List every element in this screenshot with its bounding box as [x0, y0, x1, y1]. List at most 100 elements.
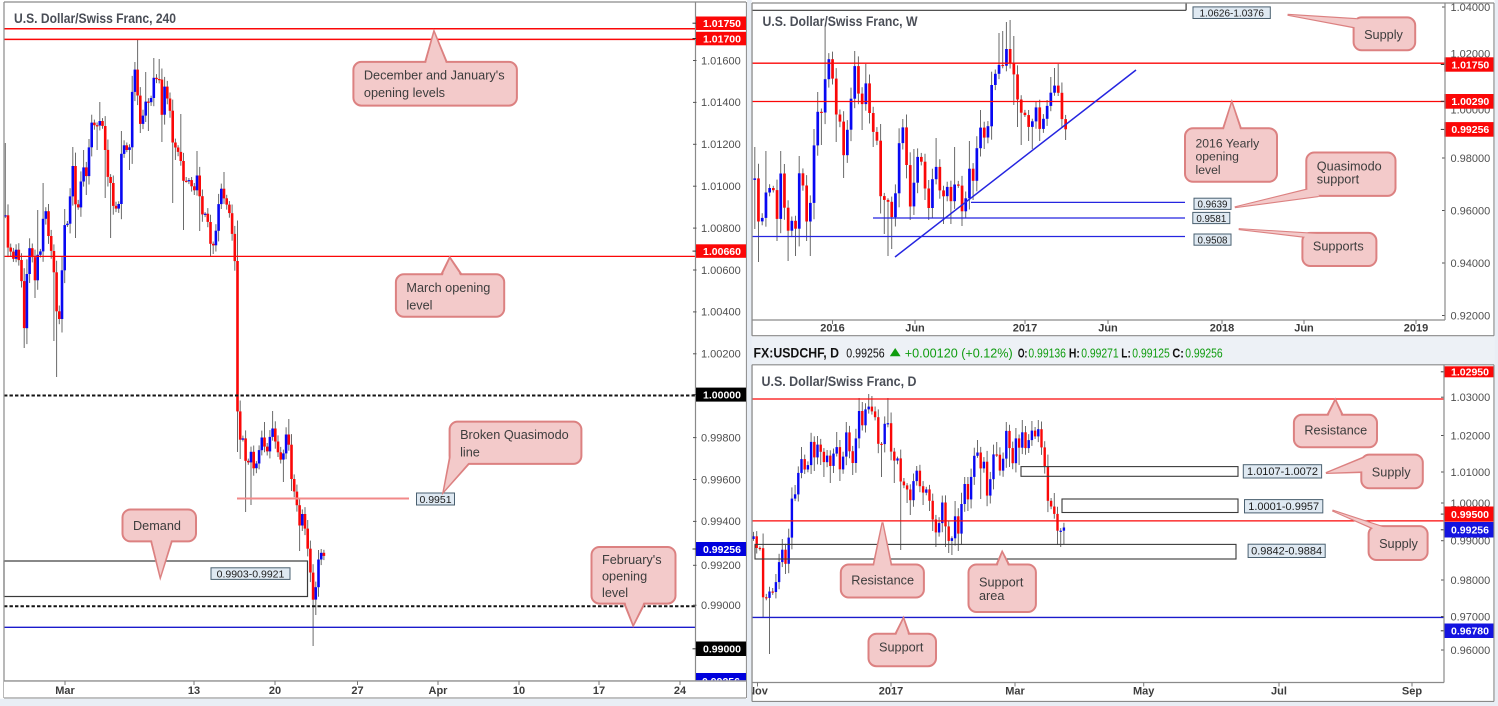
svg-text:Mar: Mar	[1005, 686, 1025, 698]
svg-text:0.96000: 0.96000	[1451, 645, 1491, 657]
svg-text:1.01750: 1.01750	[703, 18, 741, 30]
svg-text:0.97000: 0.97000	[1451, 611, 1491, 623]
svg-text:H:: H:	[1069, 347, 1080, 361]
svg-text:Supply: Supply	[1372, 466, 1411, 480]
svg-text:0.99256: 0.99256	[703, 544, 741, 556]
svg-text:2017: 2017	[879, 686, 903, 698]
svg-text:0.96780: 0.96780	[1451, 626, 1489, 638]
svg-text:May: May	[1133, 686, 1155, 698]
svg-text:1.02000: 1.02000	[1451, 430, 1491, 442]
svg-text:0.96000: 0.96000	[1451, 205, 1491, 217]
svg-text:2016 Yearly: 2016 Yearly	[1196, 137, 1261, 151]
svg-text:0.99800: 0.99800	[701, 432, 741, 444]
svg-text:0.99256: 0.99256	[1451, 124, 1489, 136]
svg-text:0.99000: 0.99000	[703, 644, 741, 656]
svg-text:1.03000: 1.03000	[1451, 392, 1491, 404]
svg-text:Sep: Sep	[1402, 686, 1422, 698]
svg-text:2018: 2018	[1210, 323, 1234, 335]
svg-text:0.9581: 0.9581	[1196, 214, 1226, 225]
svg-text:2017: 2017	[1013, 323, 1037, 335]
svg-text:FX:USDCHF, D: FX:USDCHF, D	[754, 345, 840, 361]
svg-text:1.01000: 1.01000	[701, 181, 741, 193]
svg-text:0.99200: 0.99200	[701, 560, 741, 572]
svg-text:opening levels: opening levels	[364, 86, 445, 100]
svg-text:L:: L:	[1121, 347, 1131, 361]
svg-text:0.99256: 0.99256	[1185, 347, 1223, 361]
svg-text:1.00600: 1.00600	[701, 265, 741, 277]
svg-text:1.01400: 1.01400	[701, 97, 741, 109]
svg-text:Mar: Mar	[55, 685, 75, 697]
svg-text:Resistance: Resistance	[1304, 424, 1367, 438]
svg-text:Support: Support	[979, 576, 1024, 590]
svg-text:1.0107-1.0072: 1.0107-1.0072	[1247, 466, 1318, 478]
svg-text:2019: 2019	[1404, 323, 1428, 335]
svg-text:Jun: Jun	[1098, 323, 1118, 335]
svg-text:0.99400: 0.99400	[701, 516, 741, 528]
svg-text:1.00000: 1.00000	[703, 389, 741, 401]
svg-text:U.S. Dollar/Swiss Franc, 240: U.S. Dollar/Swiss Franc, 240	[14, 10, 176, 26]
svg-text:level: level	[406, 298, 432, 312]
svg-text:Broken Quasimodo: Broken Quasimodo	[460, 428, 569, 442]
svg-text:1.0626-1.0376: 1.0626-1.0376	[1199, 9, 1264, 20]
svg-text:0.98000: 0.98000	[1451, 153, 1491, 165]
svg-text:1.01750: 1.01750	[1451, 59, 1489, 71]
svg-text:1.01600: 1.01600	[701, 55, 741, 67]
svg-text:Jun: Jun	[905, 323, 925, 335]
svg-text:O:: O:	[1018, 347, 1028, 361]
svg-text:0.99136: 0.99136	[1028, 347, 1066, 361]
svg-text:13: 13	[188, 685, 200, 697]
svg-text:Demand: Demand	[133, 519, 181, 533]
svg-text:1.04000: 1.04000	[1451, 2, 1491, 14]
svg-text:line: line	[460, 446, 480, 460]
svg-text:support: support	[1317, 173, 1360, 187]
svg-text:1.00290: 1.00290	[1451, 96, 1489, 108]
svg-text:10: 10	[513, 685, 525, 697]
svg-text:Support: Support	[879, 641, 924, 655]
svg-text:0.99125: 0.99125	[1132, 347, 1170, 361]
svg-text:opening: opening	[1196, 150, 1239, 164]
svg-text:level: level	[1196, 163, 1221, 177]
svg-text:U.S. Dollar/Swiss Franc, D: U.S. Dollar/Swiss Franc, D	[762, 373, 917, 389]
svg-text:Quasimodo: Quasimodo	[1317, 160, 1382, 174]
svg-text:24: 24	[674, 685, 687, 697]
svg-text:0.9508: 0.9508	[1198, 235, 1229, 246]
svg-text:C:: C:	[1172, 347, 1184, 361]
svg-text:level: level	[602, 586, 628, 600]
svg-text:0.99500: 0.99500	[1451, 509, 1489, 521]
svg-text:0.9951: 0.9951	[419, 494, 451, 506]
svg-text:December and January's: December and January's	[364, 68, 505, 82]
svg-text:2016: 2016	[820, 323, 844, 335]
svg-text:Resistance: Resistance	[851, 573, 914, 587]
svg-text:0.99271: 0.99271	[1081, 347, 1119, 361]
svg-text:17: 17	[593, 685, 605, 697]
svg-text:0.9842-0.9884: 0.9842-0.9884	[1251, 546, 1322, 558]
svg-text:+0.00120 (+0.12%): +0.00120 (+0.12%)	[905, 347, 1013, 361]
svg-text:1.02950: 1.02950	[1451, 367, 1489, 379]
svg-text:Jul: Jul	[1271, 686, 1287, 698]
svg-text:1.01700: 1.01700	[703, 33, 741, 45]
svg-text:0.9639: 0.9639	[1198, 200, 1228, 211]
svg-text:Supports: Supports	[1313, 240, 1364, 254]
svg-text:1.01000: 1.01000	[1451, 467, 1491, 479]
svg-text:Supply: Supply	[1379, 537, 1418, 551]
svg-text:1.01200: 1.01200	[701, 139, 741, 151]
svg-text:20: 20	[269, 685, 281, 697]
svg-text:February's: February's	[602, 553, 662, 567]
svg-text:0.9903-0.9921: 0.9903-0.9921	[217, 568, 285, 580]
svg-text:0.99256: 0.99256	[1451, 525, 1489, 537]
svg-text:Jun: Jun	[1294, 323, 1314, 335]
svg-text:0.99600: 0.99600	[701, 474, 741, 486]
svg-text:U.S. Dollar/Swiss Franc, W: U.S. Dollar/Swiss Franc, W	[763, 13, 919, 29]
svg-text:area: area	[979, 589, 1005, 603]
svg-text:1.00400: 1.00400	[701, 307, 741, 319]
svg-text:1.00660: 1.00660	[703, 246, 741, 258]
svg-text:Supply: Supply	[1364, 28, 1403, 42]
svg-text:1.00800: 1.00800	[701, 223, 741, 235]
svg-text:0.92000: 0.92000	[1451, 310, 1491, 322]
svg-text:Apr: Apr	[429, 685, 449, 697]
svg-text:0.99256: 0.99256	[846, 347, 884, 361]
svg-text:0.99000: 0.99000	[701, 600, 741, 612]
svg-text:27: 27	[351, 685, 363, 697]
svg-text:0.99000: 0.99000	[1451, 536, 1491, 548]
svg-text:1.0001-0.9957: 1.0001-0.9957	[1248, 501, 1319, 513]
